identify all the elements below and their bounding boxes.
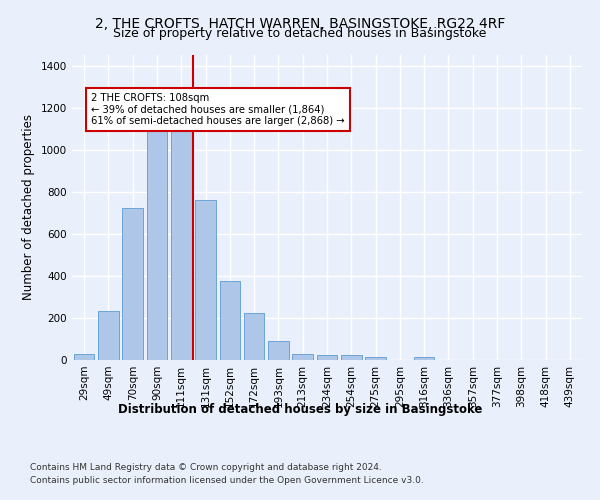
Text: Contains public sector information licensed under the Open Government Licence v3: Contains public sector information licen… bbox=[30, 476, 424, 485]
Bar bbox=[341, 356, 362, 360]
Bar bbox=[171, 126, 191, 360]
Text: Size of property relative to detached houses in Basingstoke: Size of property relative to detached ho… bbox=[113, 28, 487, 40]
Text: 2, THE CROFTS, HATCH WARREN, BASINGSTOKE, RG22 4RF: 2, THE CROFTS, HATCH WARREN, BASINGSTOKE… bbox=[95, 18, 505, 32]
Bar bbox=[268, 341, 289, 360]
Text: Contains HM Land Registry data © Crown copyright and database right 2024.: Contains HM Land Registry data © Crown c… bbox=[30, 462, 382, 471]
Y-axis label: Number of detached properties: Number of detached properties bbox=[22, 114, 35, 300]
Bar bbox=[244, 314, 265, 360]
Bar bbox=[317, 354, 337, 360]
Bar bbox=[146, 126, 167, 360]
Bar bbox=[195, 200, 216, 360]
Text: Distribution of detached houses by size in Basingstoke: Distribution of detached houses by size … bbox=[118, 402, 482, 415]
Bar bbox=[74, 354, 94, 360]
Bar bbox=[365, 356, 386, 360]
Bar bbox=[122, 208, 143, 360]
Bar bbox=[220, 281, 240, 360]
Bar bbox=[98, 310, 119, 360]
Text: 2 THE CROFTS: 108sqm
← 39% of detached houses are smaller (1,864)
61% of semi-de: 2 THE CROFTS: 108sqm ← 39% of detached h… bbox=[91, 93, 345, 126]
Bar bbox=[292, 354, 313, 360]
Bar bbox=[414, 358, 434, 360]
